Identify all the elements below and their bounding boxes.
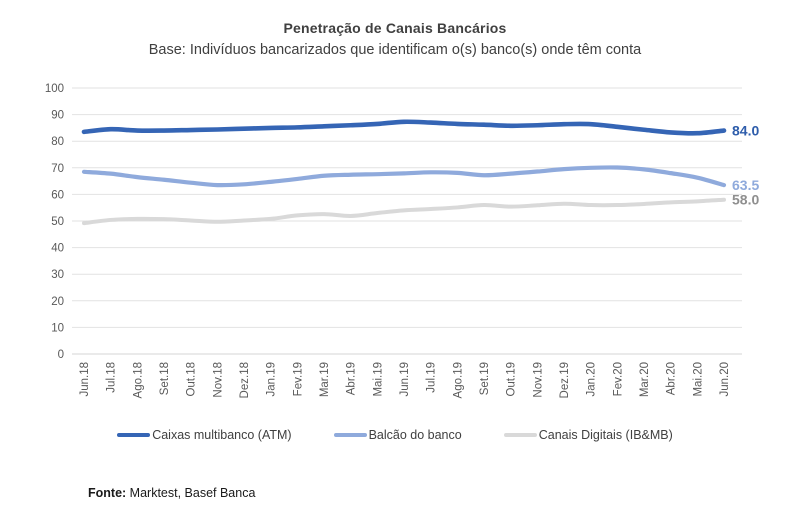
y-axis-tick-label: 50: [51, 216, 64, 228]
legend-item-balcao: Balcão do banco: [333, 428, 462, 442]
series-end-label-1: 63.5: [732, 177, 759, 193]
source-note: Fonte: Marktest, Basef Banca: [88, 486, 255, 500]
y-axis-tick-label: 90: [51, 110, 64, 122]
legend-label-digitais: Canais Digitais (IB&MB): [538, 428, 673, 442]
x-axis-tick-label: Jun.20: [719, 362, 731, 397]
y-axis-tick-label: 40: [51, 243, 64, 255]
x-axis-tick-label: Dez.19: [559, 362, 571, 398]
atm-line-swatch-icon: [117, 433, 151, 437]
x-axis-tick-label: Abr.20: [666, 362, 678, 395]
y-axis-tick-label: 60: [51, 189, 64, 201]
chart-title: Penetração de Canais Bancários: [283, 20, 507, 36]
balcao-line-swatch-icon: [333, 433, 367, 437]
x-axis-tick-label: Abr.19: [346, 362, 358, 395]
y-axis-tick-label: 100: [45, 83, 64, 95]
x-axis-tick-label: Jun.19: [399, 362, 411, 397]
x-axis-tick-label: Mai.19: [372, 362, 384, 397]
x-axis-tick-label: Nov.19: [532, 362, 544, 398]
x-axis-tick-label: Fev.19: [292, 362, 304, 396]
source-label: Fonte:: [88, 486, 127, 500]
source-text: Marktest, Basef Banca: [126, 486, 256, 500]
x-axis-tick-label: Set.19: [479, 362, 491, 395]
x-axis-tick-label: Jun.18: [79, 362, 91, 397]
y-axis-tick-label: 80: [51, 136, 64, 148]
legend-label-atm: Caixas multibanco (ATM): [152, 428, 292, 442]
x-axis-tick-label: Mar.20: [639, 362, 651, 397]
x-axis-tick-label: Set.18: [159, 362, 171, 395]
x-axis-tick-label: Fev.20: [612, 362, 624, 396]
x-axis-tick-label: Jan.20: [586, 362, 598, 397]
x-axis-tick-label: Ago.18: [132, 362, 144, 398]
x-axis-tick-label: Mai.20: [692, 362, 704, 397]
x-axis-tick-label: Jan.19: [266, 362, 278, 397]
y-axis-tick-label: 70: [51, 163, 64, 175]
y-axis-tick-label: 10: [51, 322, 64, 334]
x-axis-tick-label: Nov.18: [212, 362, 224, 398]
series-line-0: [81, 119, 727, 136]
x-axis-tick-label: Jul.19: [426, 362, 438, 393]
legend-item-atm: Caixas multibanco (ATM): [117, 428, 292, 442]
x-axis-tick-label: Mar.19: [319, 362, 331, 397]
x-axis-tick-label: Out.18: [186, 362, 198, 397]
digitais-line-swatch-icon: [503, 433, 537, 437]
x-axis-tick-label: Ago.19: [452, 362, 464, 398]
y-axis-tick-label: 20: [51, 296, 64, 308]
series-line-1: [81, 165, 727, 188]
series-line-2: [82, 197, 726, 226]
y-axis-tick-label: 30: [51, 269, 64, 281]
x-axis-tick-label: Out.19: [506, 362, 518, 397]
legend-item-digitais: Canais Digitais (IB&MB): [503, 428, 673, 442]
series-end-label-2: 58.0: [732, 192, 759, 208]
y-axis-tick-label: 0: [58, 349, 64, 361]
x-axis-tick-label: Jul.18: [106, 362, 118, 393]
legend: Caixas multibanco (ATM) Balcão do banco …: [0, 428, 790, 442]
series-end-label-0: 84.0: [732, 123, 759, 139]
legend-label-balcao: Balcão do banco: [368, 428, 462, 442]
chart-subtitle: Base: Indivíduos bancarizados que identi…: [148, 42, 642, 58]
x-axis-tick-label: Dez.18: [239, 362, 251, 398]
